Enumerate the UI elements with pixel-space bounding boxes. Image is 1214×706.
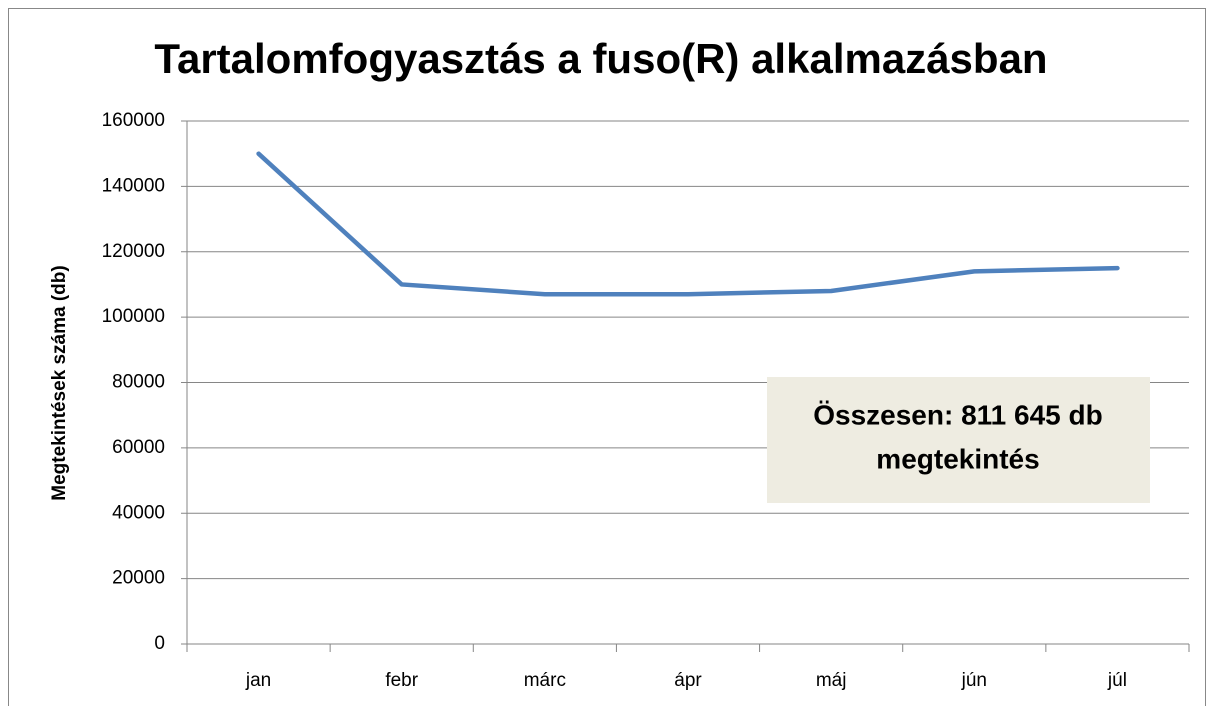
y-tick-label: 20000 <box>112 568 165 589</box>
x-tick-label: jan <box>245 670 271 691</box>
y-axis-label: Megtekintések száma (db) <box>49 265 70 500</box>
x-tick-label: ápr <box>674 670 702 691</box>
x-tick-label: febr <box>385 670 418 691</box>
chart-border <box>8 8 1206 706</box>
x-tick-label: máj <box>816 670 847 691</box>
y-tick-label: 80000 <box>112 372 165 393</box>
line-series <box>256 151 1120 297</box>
y-tick-label: 120000 <box>102 241 165 262</box>
annotation-box <box>767 377 1150 503</box>
y-tick-label: 0 <box>154 633 165 654</box>
y-tick-label: 60000 <box>112 437 165 458</box>
y-tick-label: 40000 <box>112 502 165 523</box>
x-tick-label: márc <box>524 670 566 691</box>
y-tick-label: 160000 <box>102 110 165 131</box>
annotation-text: megtekintés <box>876 443 1039 474</box>
x-tick-label: jún <box>961 670 987 691</box>
y-tick-label: 100000 <box>102 306 165 327</box>
y-tick-label: 140000 <box>102 175 165 196</box>
x-tick-label: júl <box>1107 670 1127 691</box>
annotation-text: Összesen: 811 645 db <box>813 399 1103 430</box>
chart-title: Tartalomfogyasztás a fuso(R) alkalmazásb… <box>154 35 1047 82</box>
